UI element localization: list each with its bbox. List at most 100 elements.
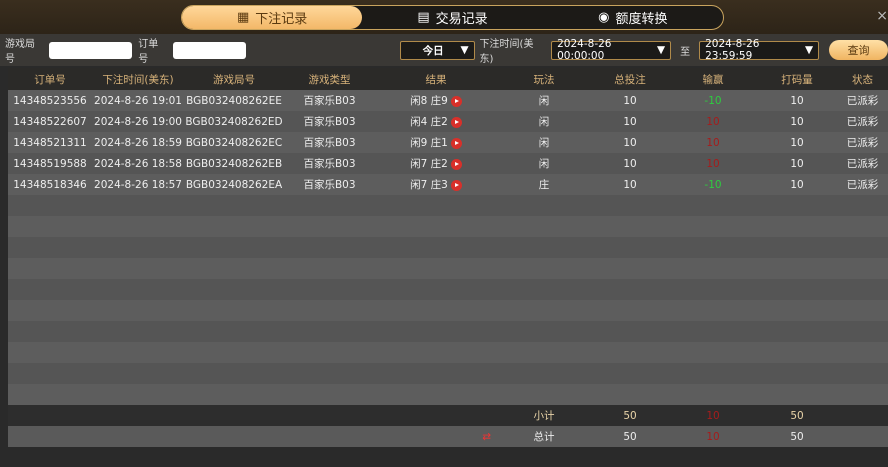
cell: 闲 (497, 114, 591, 129)
clipboard-icon: ▦ (237, 10, 250, 25)
cell: BGB032408262EC (184, 137, 284, 149)
tab-bet-records[interactable]: ▦ 下注记录 (182, 6, 363, 29)
cell: 已派彩 (837, 135, 888, 150)
table-row: 14348522607 2024-8-26 19:00 BGB032408262ED… (8, 111, 888, 132)
order-no-label: 订单号 (138, 39, 159, 65)
table-row: 14348518346 2024-8-26 18:57 BGB032408262EA… (8, 174, 888, 195)
cell-text: BGB032408262EC (185, 136, 283, 149)
to-label: 至 (680, 46, 691, 58)
cell: 已派彩 (837, 177, 888, 192)
cell: 已派彩 (837, 93, 888, 108)
cell-text: 2024-8-26 19:00 (94, 115, 182, 128)
empty-row (8, 237, 888, 258)
empty-row (8, 258, 888, 279)
column-header: 总投注 (614, 73, 646, 86)
cell-text: 已派彩 (846, 137, 879, 149)
cell: 10 (757, 158, 837, 170)
cell-text: 已派彩 (846, 116, 879, 128)
cell-text: 闲7 庄2 (410, 158, 448, 170)
total-label: 总计 (533, 431, 555, 443)
cell: 14348519588 (8, 158, 92, 170)
play-replay-icon[interactable] (450, 116, 462, 128)
start-time-value: 2024-8-26 00:00:00 (557, 38, 612, 62)
cell-text: 10 (623, 178, 637, 191)
column-header: 输赢 (702, 73, 724, 86)
cell: 10 (591, 95, 669, 107)
cell: 10 (669, 158, 757, 170)
cell-text: 10 (623, 157, 637, 170)
subtotal-winloss: 10 (706, 409, 720, 422)
cell: 百家乐B03 (284, 135, 375, 150)
cell-text: 14348523556 (13, 94, 87, 107)
empty-row (8, 321, 888, 342)
empty-row (8, 300, 888, 321)
cell-text: 闲 (538, 95, 550, 107)
cell-text: -10 (704, 178, 722, 191)
cell: BGB032408262EA (184, 179, 284, 191)
chevron-down-icon: ▼ (657, 44, 666, 56)
cell-text: 2024-8-26 19:01 (94, 94, 182, 107)
cell: 已派彩 (837, 114, 888, 129)
empty-row (8, 216, 888, 237)
cell-text: 百家乐B03 (303, 95, 356, 107)
cell-text: 10 (790, 157, 804, 170)
cell: 14348521311 (8, 137, 92, 149)
play-replay-icon[interactable] (450, 179, 462, 191)
cell: 2024-8-26 18:57 (92, 179, 184, 191)
chevron-down-icon: ▼ (460, 44, 469, 56)
play-replay-icon[interactable] (450, 137, 462, 149)
cell: 10 (757, 95, 837, 107)
table-row: 14348519588 2024-8-26 18:58 BGB032408262EB… (8, 153, 888, 174)
cell: -10 (669, 179, 757, 191)
cell: 百家乐B03 (284, 156, 375, 171)
cell-text: 14348518346 (13, 178, 87, 191)
bet-records-table: 订单号 下注时间(美东) 游戏局号 游戏类型 结果 玩法 总投注 输赢 打码量 状态 143485… (8, 68, 888, 447)
cell: 2024-8-26 18:58 (92, 158, 184, 170)
table-row: 14348521311 2024-8-26 18:59 BGB032408262EC… (8, 132, 888, 153)
start-time-select[interactable]: 2024-8-26 00:00:00 ▼ (551, 38, 672, 62)
period-select[interactable]: 今日 ▼ (399, 40, 475, 60)
subtotal-bet: 50 (623, 409, 637, 422)
refresh-icon[interactable]: ⇄ (482, 430, 491, 443)
total-row: ⇄ 总计 50 10 50 (8, 426, 888, 447)
empty-row (8, 342, 888, 363)
cell-text: 闲 (538, 137, 550, 149)
cell: 庄 (497, 177, 591, 192)
cell: 闲8 庄9 (375, 93, 497, 108)
cell: 14348522607 (8, 116, 92, 128)
play-replay-icon[interactable] (450, 95, 462, 107)
cell-text: 闲7 庄3 (410, 179, 448, 191)
game-no-input[interactable] (49, 41, 133, 59)
cell-text: 10 (790, 178, 804, 191)
empty-row (8, 363, 888, 384)
document-icon: ▤ (417, 10, 430, 25)
cell-text: -10 (704, 94, 722, 107)
column-header: 订单号 (34, 73, 66, 86)
cell-text: 10 (623, 136, 637, 149)
cell-text: 闲 (538, 116, 550, 128)
cell-text: 10 (790, 136, 804, 149)
cell: 闲 (497, 93, 591, 108)
cell: 10 (591, 179, 669, 191)
cell-text: 14348519588 (13, 157, 87, 170)
tab-credit-transfer[interactable]: ◉ 额度转换 (543, 6, 723, 29)
order-no-input[interactable] (172, 41, 246, 59)
cell-text: 闲8 庄9 (410, 95, 448, 107)
end-time-select[interactable]: 2024-8-26 23:59:59 ▼ (699, 38, 820, 62)
cell: 闲7 庄3 (375, 177, 497, 192)
subtotal-label: 小计 (533, 410, 555, 422)
cell-text: BGB032408262EE (186, 94, 282, 107)
cell-text: 10 (706, 136, 720, 149)
cell-text: 百家乐B03 (303, 116, 356, 128)
cell-text: 10 (623, 115, 637, 128)
tab-transaction-records[interactable]: ▤ 交易记录 (362, 6, 542, 29)
cell: 10 (591, 158, 669, 170)
cell-text: 2024-8-26 18:57 (94, 178, 182, 191)
query-button[interactable]: 查询 (829, 40, 888, 60)
cell: BGB032408262EE (184, 95, 284, 107)
play-replay-icon[interactable] (450, 158, 462, 170)
column-header: 状态 (852, 73, 873, 86)
close-icon[interactable]: × (876, 8, 888, 24)
tab-bar: ▦ 下注记录 ▤ 交易记录 ◉ 额度转换 (181, 5, 724, 30)
cell-text: 2024-8-26 18:59 (94, 136, 182, 149)
